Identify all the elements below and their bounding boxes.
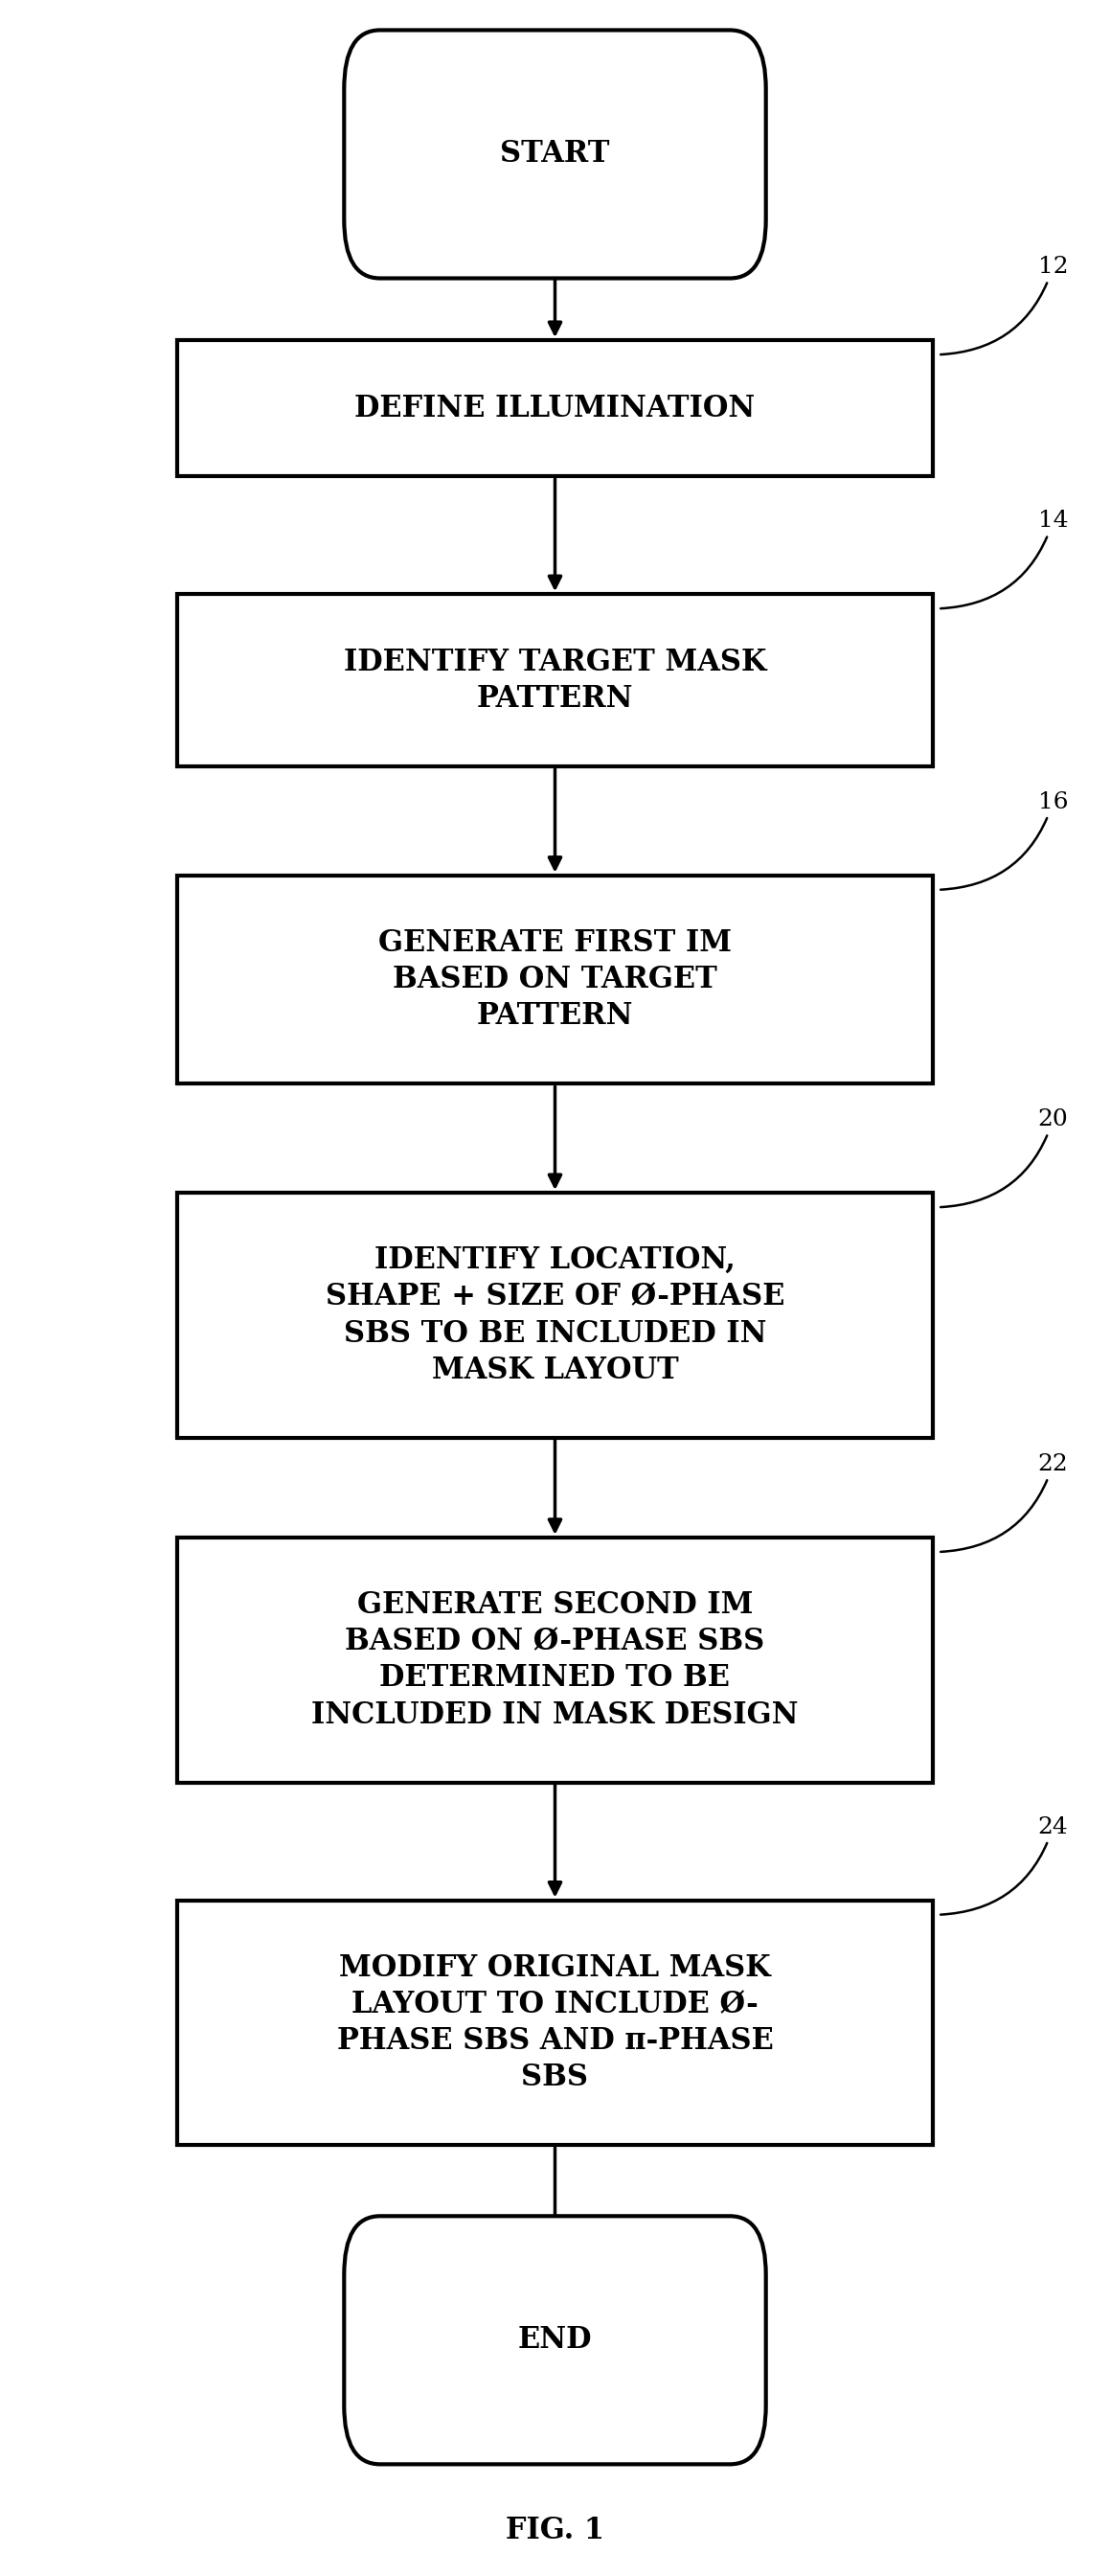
Text: START: START — [501, 139, 609, 170]
Text: 20: 20 — [940, 1108, 1068, 1208]
Text: 24: 24 — [940, 1816, 1068, 1914]
Text: END: END — [518, 2326, 592, 2354]
FancyBboxPatch shape — [344, 31, 766, 278]
Text: 22: 22 — [940, 1453, 1068, 1551]
FancyBboxPatch shape — [344, 2215, 766, 2465]
Text: GENERATE SECOND IM
BASED ON Ø-PHASE SBS
DETERMINED TO BE
INCLUDED IN MASK DESIGN: GENERATE SECOND IM BASED ON Ø-PHASE SBS … — [312, 1589, 798, 1728]
Text: IDENTIFY TARGET MASK
PATTERN: IDENTIFY TARGET MASK PATTERN — [344, 647, 766, 714]
Text: IDENTIFY LOCATION,
SHAPE + SIZE OF Ø-PHASE
SBS TO BE INCLUDED IN
MASK LAYOUT: IDENTIFY LOCATION, SHAPE + SIZE OF Ø-PHA… — [325, 1244, 785, 1386]
Text: MODIFY ORIGINAL MASK
LAYOUT TO INCLUDE Ø-
PHASE SBS AND π-PHASE
SBS: MODIFY ORIGINAL MASK LAYOUT TO INCLUDE Ø… — [336, 1953, 774, 2092]
Text: DEFINE ILLUMINATION: DEFINE ILLUMINATION — [355, 394, 755, 422]
Text: 12: 12 — [940, 255, 1068, 355]
Text: FIG. 1: FIG. 1 — [506, 2517, 604, 2545]
Bar — [178, 595, 932, 768]
Text: 14: 14 — [940, 510, 1068, 608]
Text: GENERATE FIRST IM
BASED ON TARGET
PATTERN: GENERATE FIRST IM BASED ON TARGET PATTER… — [379, 927, 731, 1030]
Bar — [178, 876, 932, 1084]
Bar — [178, 340, 932, 477]
Text: 16: 16 — [940, 791, 1068, 889]
Bar — [178, 1538, 932, 1783]
Bar — [178, 1901, 932, 2146]
Bar — [178, 1193, 932, 1437]
